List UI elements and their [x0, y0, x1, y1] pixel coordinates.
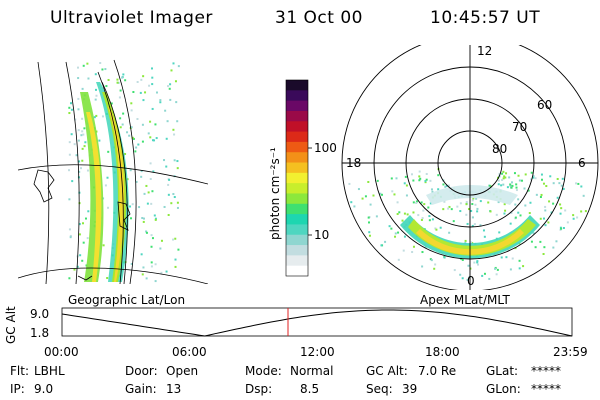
- lat-label-80: 80: [492, 142, 508, 156]
- time-tick-1800: 18:00: [425, 345, 460, 359]
- geographic-caption: Geographic Lat/Lon: [68, 293, 186, 307]
- colorbar-cell: [286, 172, 308, 184]
- auroral-oval-core: [108, 107, 125, 282]
- polar-grid: [341, 45, 599, 290]
- colorbar-cell: [286, 152, 308, 164]
- mode-value: Normal: [290, 364, 334, 378]
- coastline: [33, 169, 55, 203]
- date-label: 31 Oct 00: [275, 8, 363, 28]
- colorbar-cell: [286, 121, 308, 133]
- geographic-image: [18, 59, 208, 284]
- ip-value: 9.0: [34, 382, 54, 396]
- instrument-title: Ultraviolet Imager: [50, 8, 213, 28]
- polar-mlt-plot: [341, 45, 599, 290]
- colorbar-cell: [286, 131, 308, 143]
- colorbar-cell: [286, 80, 308, 91]
- gc-alt-value: 7.0 Re: [418, 364, 457, 378]
- mlt-label-6: 6: [578, 156, 586, 170]
- altitude-curve: [61, 309, 573, 337]
- door-value: Open: [166, 364, 199, 378]
- mlt-label-18: 18: [346, 156, 362, 170]
- alt-tick-9: 9.0: [30, 307, 50, 321]
- colorbar-cell: [286, 245, 308, 256]
- mlt-label-0: 0: [467, 274, 475, 288]
- auroral-arc-inner-core: [86, 112, 102, 282]
- colorbar-cell: [286, 193, 308, 205]
- colorbar-tick-100: 100: [314, 141, 337, 155]
- colorbar-cell: [286, 100, 308, 112]
- polar-speckle: [348, 168, 598, 281]
- dsp-label: Dsp:: [245, 382, 273, 396]
- ip-label: IP:: [10, 382, 25, 396]
- glat-value: *****: [531, 364, 561, 378]
- time-tick-0000: 00:00: [44, 345, 79, 359]
- time-tick-1200: 12:00: [300, 345, 335, 359]
- time-tick-2359: 23:59: [553, 345, 588, 359]
- coastline-east: [117, 201, 131, 231]
- mlt-label-12: 12: [477, 44, 493, 58]
- dsp-value: 8.5: [300, 382, 320, 396]
- door-label: Door:: [125, 364, 158, 378]
- filter-value: LBHL: [34, 364, 65, 378]
- colorbar-tick-10: 10: [314, 228, 330, 242]
- seq-value: 39: [402, 382, 418, 396]
- glon-value: *****: [531, 382, 561, 396]
- time-tick-0600: 06:00: [172, 345, 207, 359]
- apex-caption: Apex MLat/MLT: [420, 293, 510, 307]
- colorbar-cell: [286, 265, 308, 277]
- mode-label: Mode:: [245, 364, 282, 378]
- colorbar-cell: [286, 203, 308, 215]
- gain-value: 13: [166, 382, 182, 396]
- colorbar-scale: [286, 80, 308, 277]
- polar-oval-core: [416, 229, 524, 255]
- alt-tick-1.8: 1.8: [30, 326, 50, 340]
- colorbar-cell: [286, 110, 308, 122]
- colorbar-cell: [286, 255, 308, 267]
- lat-label-70: 70: [512, 120, 528, 134]
- gc-alt-label: GC Alt:: [366, 364, 408, 378]
- seq-label: Seq:: [366, 382, 393, 396]
- glat-label: GLat:: [486, 364, 519, 378]
- glon-label: GLon:: [486, 382, 521, 396]
- filter-label: Flt:: [10, 364, 29, 378]
- altitude-plot: [61, 307, 573, 337]
- colorbar-cell: [286, 90, 308, 102]
- colorbar-cell: [286, 224, 308, 236]
- colorbar-cell: [286, 162, 308, 174]
- time-label: 10:45:57 UT: [430, 8, 541, 28]
- colorbar-unit-label: photon cm⁻²s⁻¹: [268, 147, 282, 240]
- colorbar: [285, 79, 312, 277]
- colorbar-cell: [286, 214, 308, 225]
- lat-label-60: 60: [537, 98, 553, 112]
- lat-lon-grid: [18, 59, 208, 284]
- altitude-ylabel: GC Alt: [4, 306, 18, 344]
- gain-label: Gain:: [125, 382, 157, 396]
- colorbar-cell: [286, 183, 308, 194]
- colorbar-cell: [286, 141, 308, 153]
- colorbar-cell: [286, 234, 308, 246]
